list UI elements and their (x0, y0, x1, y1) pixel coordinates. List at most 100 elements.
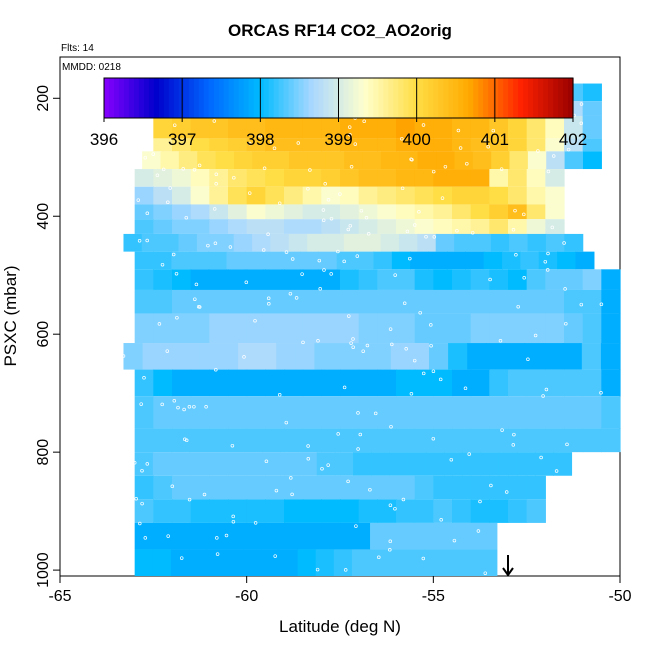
sample-dot (322, 268, 326, 272)
heatmap-cell (246, 499, 266, 523)
sample-dots (121, 82, 604, 575)
heatmap-cell (295, 343, 316, 370)
sample-dot (187, 497, 192, 502)
colorbar-swatch (348, 78, 355, 118)
heatmap-cell (490, 233, 510, 252)
sample-dot (172, 399, 177, 403)
heatmap-cell (452, 269, 472, 290)
heatmap-cell (526, 428, 546, 453)
colorbar-swatch (503, 78, 509, 118)
heatmap-cell (340, 313, 360, 344)
heatmap-cell (265, 313, 285, 344)
heatmap-cell (153, 138, 173, 152)
heatmap-cell (321, 369, 341, 397)
heatmap-cell (265, 499, 285, 523)
heatmap-cell (452, 313, 472, 344)
sample-dot (175, 315, 179, 320)
sample-dot (326, 463, 330, 467)
heatmap-cell (433, 115, 453, 139)
heatmap-cell (470, 138, 490, 152)
heatmap-cell (307, 151, 327, 170)
heatmap-cell (575, 251, 595, 270)
heatmap-cell (452, 219, 472, 234)
heatmap-cell (414, 269, 434, 290)
sample-dot (579, 302, 584, 307)
colorbar-swatch (273, 78, 280, 118)
colorbar-swatch (448, 78, 454, 118)
sample-dot (197, 163, 202, 168)
heatmap-cell (452, 289, 472, 314)
heatmap-cell (228, 269, 248, 290)
heatmap-cell (209, 138, 229, 152)
colorbar-tick-label: 400 (402, 130, 430, 149)
heatmap-cell (545, 115, 565, 139)
heatmap-cell (284, 428, 304, 453)
sample-dot (348, 133, 352, 137)
colorbar-swatch (443, 78, 449, 118)
heatmap-cell (246, 428, 266, 453)
sample-dot (356, 447, 360, 451)
heatmap-cell (297, 549, 317, 576)
heatmap-cell (582, 269, 602, 290)
sample-dot (174, 271, 179, 276)
sample-dot (546, 169, 551, 174)
heatmap-cell (377, 289, 397, 314)
heatmap-cell (209, 219, 229, 234)
sample-dot (504, 490, 509, 494)
sample-dot (488, 277, 492, 282)
heatmap-cell (302, 186, 322, 205)
colorbar-swatch (128, 78, 135, 118)
heatmap-cell (452, 186, 472, 205)
sample-dot (273, 554, 277, 558)
heatmap-cell (190, 396, 210, 429)
heatmap-cell (196, 233, 216, 252)
sample-dot (388, 503, 393, 507)
heatmap-cell (600, 343, 621, 370)
colorbar-swatch (298, 78, 305, 118)
heatmap-cell (358, 475, 378, 500)
heatmap-cell (358, 269, 378, 290)
heatmap-cell (526, 499, 546, 523)
sample-dot (431, 436, 436, 441)
heatmap-cell (545, 219, 565, 234)
heatmap-cell (160, 233, 180, 252)
heatmap-cell (246, 369, 266, 397)
heatmap-cell (321, 186, 341, 205)
heatmap-cell (545, 313, 565, 344)
colorbar-swatch (428, 78, 434, 118)
heatmap-cell (351, 522, 371, 550)
sample-dot (358, 432, 363, 437)
sample-dot (215, 552, 220, 556)
sample-dot (564, 321, 568, 326)
sample-dot (157, 322, 162, 326)
colorbar-swatch (548, 78, 554, 118)
heatmap-cell (433, 169, 453, 187)
sample-dot (449, 457, 454, 462)
heatmap-cell (520, 251, 540, 270)
heatmap-cell (315, 522, 335, 550)
heatmap-cell (246, 115, 266, 139)
heatmap-cell (472, 233, 492, 252)
sample-dot (353, 142, 358, 146)
heatmap-cell (433, 219, 453, 234)
sample-dot (301, 340, 305, 345)
heatmap-cell (209, 186, 229, 205)
colorbar-swatch (288, 78, 295, 118)
heatmap-cell (134, 428, 154, 453)
heatmap-cell (261, 549, 281, 576)
colorbar-swatch (493, 78, 499, 118)
heatmap-cell (142, 343, 163, 370)
colorbar-swatch (108, 78, 115, 118)
heatmap-cell (470, 204, 490, 220)
colorbar-swatch (223, 78, 230, 118)
sample-dot (321, 208, 326, 212)
heatmap-cell (276, 343, 296, 370)
heatmap-cell (545, 138, 565, 152)
heatmap-cell (178, 151, 198, 170)
heatmap-cell (452, 115, 472, 139)
sample-dot (168, 186, 172, 190)
sample-dot (121, 354, 126, 358)
sample-dot (452, 538, 457, 543)
sample-dot (361, 349, 365, 353)
sample-dot (160, 262, 165, 267)
